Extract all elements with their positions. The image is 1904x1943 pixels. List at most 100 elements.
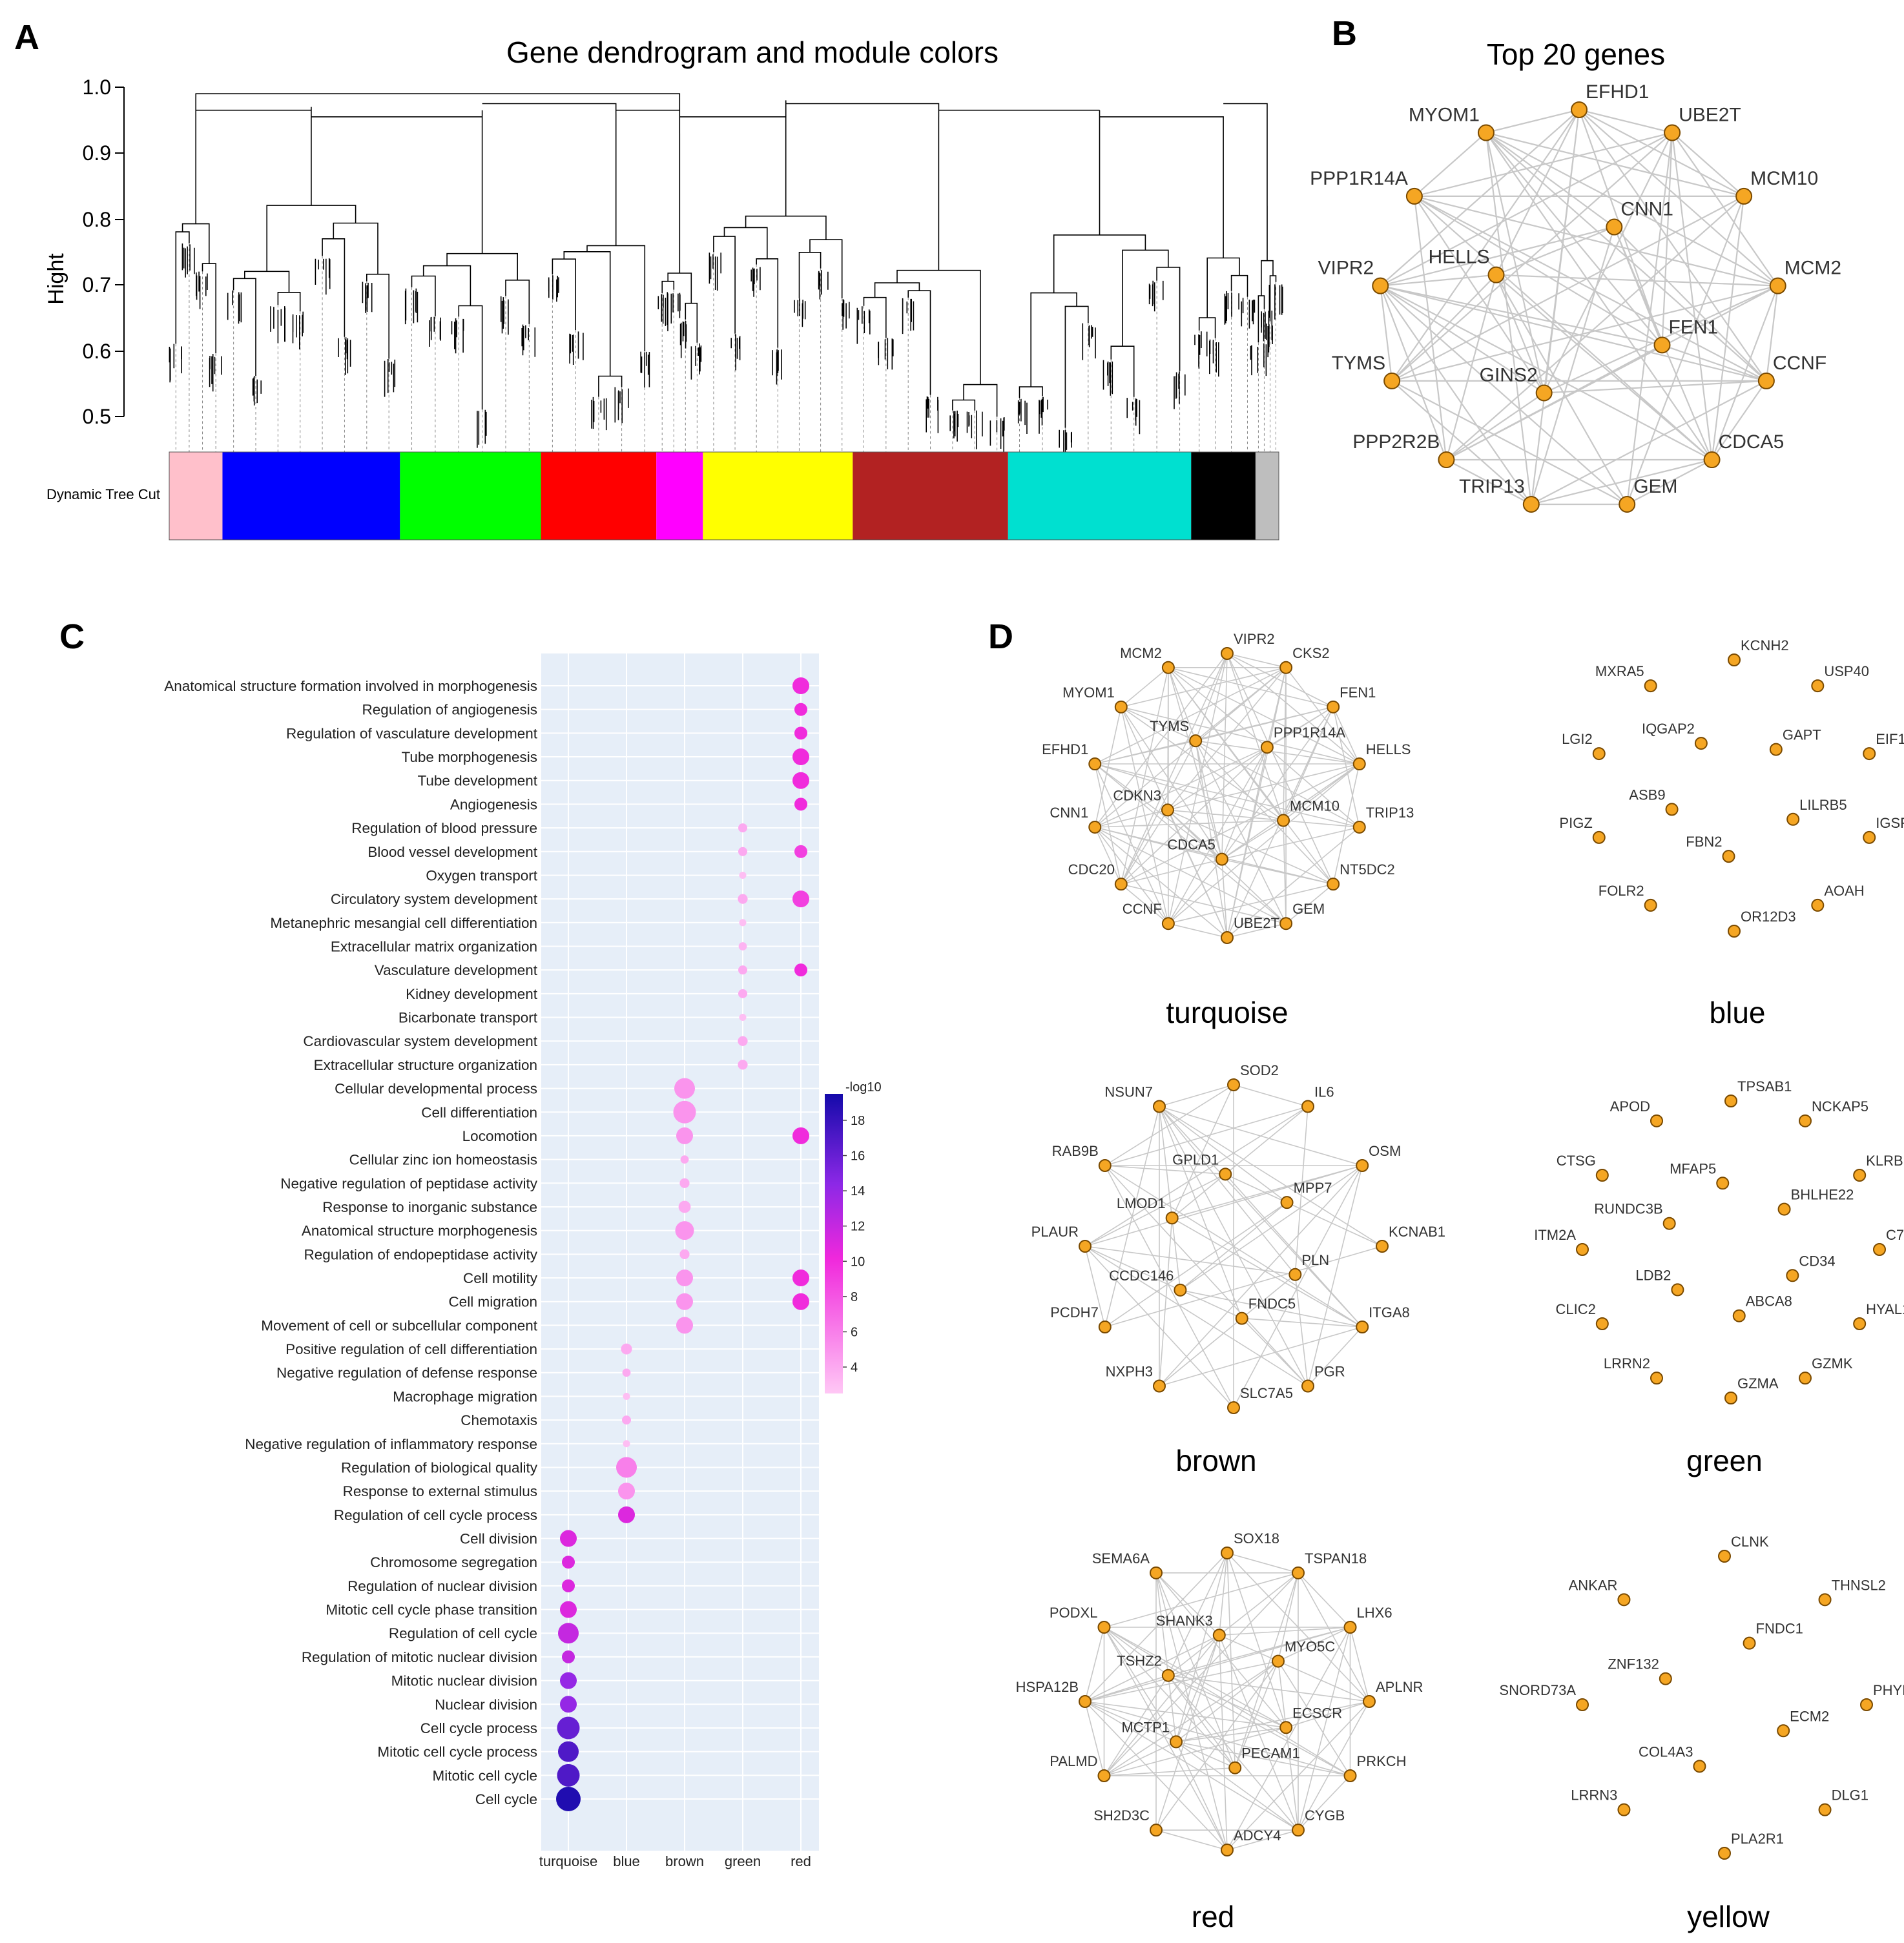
gene-node-dot	[1799, 1114, 1812, 1127]
gene-node-dot	[1703, 451, 1721, 469]
module-x-label: green	[725, 1853, 761, 1869]
bubble-point	[557, 1763, 580, 1787]
gene-node: CCNF	[1123, 901, 1175, 930]
colorbar-tick-label: 8	[851, 1290, 858, 1304]
gene-label: MXRA5	[1595, 663, 1644, 679]
bubble-point	[560, 1530, 577, 1547]
gene-node-dot	[1352, 757, 1366, 771]
gene-label: HYAL1	[1866, 1301, 1904, 1317]
y-tick-5: 0.5	[83, 405, 124, 428]
gene-node: EIF1AY	[1863, 731, 1904, 761]
gene-node-dot	[1757, 372, 1775, 389]
dendrogram-y-label: Hight	[44, 253, 68, 305]
term-label: Negative regulation of peptidase activit…	[280, 1175, 537, 1191]
term-label: Blood vessel development	[367, 844, 537, 860]
gene-label: ITM2A	[1534, 1227, 1576, 1243]
gene-label: HELLS	[1366, 741, 1411, 757]
gene-node-dot	[1327, 878, 1340, 891]
gene-label: CDCA5	[1167, 837, 1216, 853]
bubble-point	[738, 1036, 748, 1046]
gene-label: FEN1	[1340, 684, 1376, 701]
term-label: Regulation of cell cycle	[389, 1625, 537, 1641]
gene-node: LMOD1	[1117, 1195, 1179, 1225]
panel-a-dendrogram: Gene dendrogram and module colors Hight …	[44, 36, 1283, 540]
gene-node-dot	[1363, 1695, 1376, 1708]
gene-node-dot	[1535, 384, 1553, 402]
colorbar	[825, 1094, 843, 1393]
gene-node: COL4A3	[1639, 1743, 1706, 1773]
gene-label: LGI2	[1562, 731, 1593, 747]
bubble-point	[738, 1060, 748, 1070]
module-network-label: brown	[1175, 1444, 1256, 1477]
module-color-block	[1191, 452, 1256, 540]
gene-node-dot	[1221, 931, 1234, 944]
term-label: Cell differentiation	[421, 1104, 537, 1120]
gene-node-dot	[1735, 187, 1753, 205]
term-label: Tube morphogenesis	[401, 749, 537, 765]
gene-label: TYMS	[1332, 353, 1385, 374]
gene-node: CNN1	[1606, 199, 1673, 236]
term-label: Chemotaxis	[460, 1412, 537, 1428]
gene-node-dot	[1088, 757, 1102, 771]
gene-node-dot	[1592, 830, 1606, 844]
gene-label: KCNAB1	[1389, 1224, 1445, 1240]
gene-label: COL4A3	[1639, 1743, 1693, 1760]
term-label: Vasculature development	[375, 962, 538, 978]
gene-label: GEM	[1292, 901, 1325, 917]
gene-node-dot	[1811, 898, 1825, 912]
term-label: Movement of cell or subcellular componen…	[261, 1317, 537, 1333]
colorbar-tick-label: 14	[851, 1184, 865, 1198]
gene-node-dot	[1818, 1593, 1832, 1607]
gene-node: APLNR	[1363, 1679, 1423, 1708]
gene-label: OSM	[1369, 1143, 1401, 1159]
gene-node: LRRN3	[1571, 1787, 1631, 1816]
gene-label: GAPT	[1783, 727, 1821, 743]
gene-node-dot	[1150, 1824, 1163, 1837]
y-tick-label: 0.9	[83, 141, 111, 165]
panel-letter-b: B	[1332, 14, 1357, 53]
gene-label: CLNK	[1731, 1534, 1769, 1550]
bubble-point	[676, 1293, 693, 1310]
term-label: Chromosome segregation	[370, 1554, 537, 1570]
bubble-point	[679, 1249, 690, 1259]
gene-label: LHX6	[1357, 1605, 1392, 1621]
gene-label: HELLS	[1428, 247, 1489, 268]
module-network-blue: KCNH2 USP40 EIF1AY IGSF6 AOAH OR12D3 FOLR2 PIGZ…	[1559, 637, 1904, 1029]
gene-label: CKS2	[1292, 645, 1329, 661]
gene-node-dot	[1383, 372, 1401, 389]
term-label: Cell migration	[448, 1294, 537, 1310]
gene-node-dot	[1260, 741, 1274, 754]
gene-label: MCM2	[1785, 258, 1841, 279]
gene-node: SOX18	[1221, 1530, 1279, 1559]
gene-node-dot	[1279, 917, 1293, 930]
gene-node-dot	[1438, 451, 1455, 469]
gene-node-dot	[1174, 1283, 1187, 1297]
gene-node: IL6	[1301, 1084, 1334, 1113]
gene-node: NCKAP5	[1799, 1098, 1868, 1127]
gene-node: ITGA8	[1356, 1304, 1410, 1333]
module-color-block	[656, 452, 703, 540]
gene-node-dot	[1728, 925, 1741, 938]
gene-node: EFHD1	[1042, 741, 1102, 771]
colorbar-tick-label: 12	[851, 1220, 865, 1234]
gene-node-dot	[1724, 1095, 1737, 1107]
gene-label: PPP2R2B	[1352, 431, 1440, 453]
gene-node-dot	[1165, 1211, 1179, 1225]
gene-node: ECSCR	[1279, 1705, 1342, 1734]
gene-node-dot	[1786, 1269, 1799, 1282]
module-x-label: brown	[665, 1853, 704, 1869]
module-color-block	[1008, 452, 1192, 540]
gene-node: FNDC5	[1235, 1296, 1296, 1325]
term-label: Negative regulation of defense response	[276, 1365, 537, 1381]
gene-label: ECSCR	[1292, 1705, 1342, 1721]
gene-label: SOD2	[1240, 1062, 1279, 1078]
gene-node: MYO5C	[1271, 1639, 1335, 1668]
term-label: Cell cycle process	[420, 1720, 537, 1736]
gene-label: HSPA12B	[1016, 1679, 1079, 1695]
gene-label: PPP1R14A	[1310, 168, 1408, 189]
bubble-point	[792, 748, 809, 766]
gene-label: MCM10	[1290, 798, 1340, 814]
bubble-point	[621, 1343, 632, 1355]
gene-node-dot	[1153, 1100, 1166, 1113]
gene-label: MYOM1	[1409, 105, 1480, 126]
